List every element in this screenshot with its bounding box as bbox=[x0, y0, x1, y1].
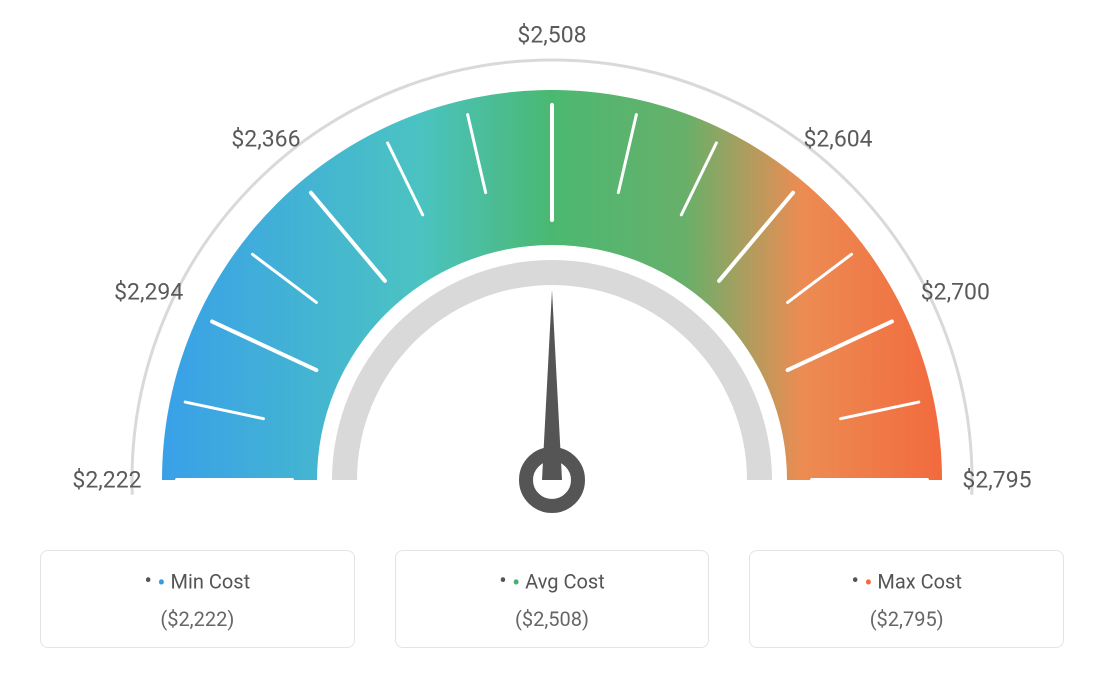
legend-title-avg: • Avg Cost bbox=[406, 569, 699, 597]
gauge-tick-label: $2,604 bbox=[803, 126, 872, 153]
gauge-svg bbox=[0, 0, 1104, 540]
legend-card-max: • Max Cost ($2,795) bbox=[749, 550, 1064, 648]
legend-title-min: • Min Cost bbox=[51, 569, 344, 597]
gauge-tick-label: $2,795 bbox=[962, 467, 1031, 494]
gauge-chart: $2,222 $2,294 $2,366 $2,508 $2,604 $2,700 $2,7… bbox=[0, 0, 1104, 540]
gauge-tick-label: $2,700 bbox=[921, 278, 990, 305]
legend-card-min: • Min Cost ($2,222) bbox=[40, 550, 355, 648]
legend-title-max: • Max Cost bbox=[760, 569, 1053, 597]
gauge-tick-label: $2,222 bbox=[72, 467, 141, 494]
gauge-tick-label: $2,508 bbox=[517, 22, 586, 49]
legend-row: • Min Cost ($2,222) • Avg Cost ($2,508) … bbox=[0, 550, 1104, 648]
legend-value-min: ($2,222) bbox=[51, 607, 344, 631]
legend-value-avg: ($2,508) bbox=[406, 607, 699, 631]
legend-value-max: ($2,795) bbox=[760, 607, 1053, 631]
gauge-tick-label: $2,294 bbox=[114, 278, 183, 305]
gauge-tick-label: $2,366 bbox=[231, 126, 300, 153]
legend-card-avg: • Avg Cost ($2,508) bbox=[395, 550, 710, 648]
